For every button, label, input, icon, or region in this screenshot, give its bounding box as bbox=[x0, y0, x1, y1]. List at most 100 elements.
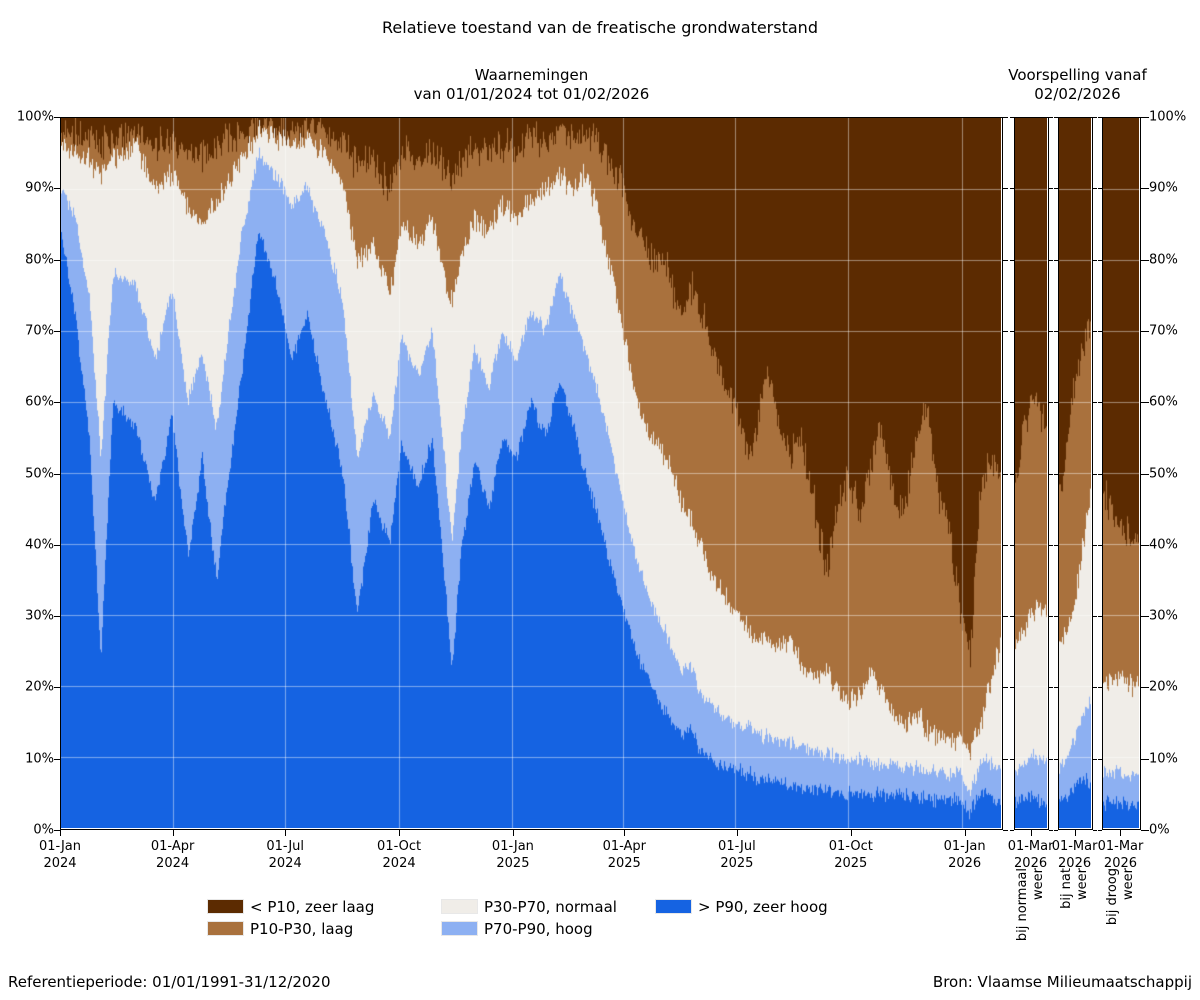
tick-mark bbox=[1141, 829, 1149, 831]
legend-swatch-normaal bbox=[441, 899, 478, 914]
x-tick-line1: 01-Apr bbox=[602, 839, 646, 854]
y-tick-label-right: 30% bbox=[1149, 608, 1178, 624]
tick-mark bbox=[1003, 187, 1008, 189]
tick-mark bbox=[1049, 829, 1053, 831]
tick-mark bbox=[1093, 259, 1097, 261]
tick-mark bbox=[1074, 830, 1076, 836]
tick-mark bbox=[1141, 116, 1149, 118]
y-tick-label-right: 0% bbox=[1149, 822, 1170, 838]
tick-mark bbox=[1003, 473, 1008, 475]
tick-mark bbox=[1049, 330, 1053, 332]
tick-mark bbox=[1141, 473, 1149, 475]
tick-mark bbox=[1054, 829, 1058, 831]
tick-mark bbox=[1049, 116, 1053, 118]
x-tick-line2: 2024 bbox=[268, 856, 302, 871]
tick-mark bbox=[1093, 544, 1097, 546]
tick-mark bbox=[1054, 259, 1058, 261]
tick-mark bbox=[1093, 401, 1097, 403]
legend-label-zeer-hoog: > P90, zeer hoog bbox=[698, 898, 828, 916]
page-title: Relatieve toestand van de freatische gro… bbox=[382, 18, 818, 37]
legend-label-zeer-laag: < P10, zeer laag bbox=[250, 898, 375, 916]
forecast-panel-title: Voorspelling vanaf 02/02/2026 bbox=[1005, 66, 1150, 104]
x-tick-line1: 01-Mar bbox=[1007, 839, 1054, 854]
x-tick-line2: 2026 bbox=[1058, 856, 1092, 871]
tick-mark bbox=[172, 830, 174, 836]
y-tick-label-left: 90% bbox=[25, 180, 54, 196]
tick-mark bbox=[54, 686, 60, 688]
x-tick-line1: 01-Jul bbox=[718, 839, 756, 854]
tick-mark bbox=[1054, 615, 1058, 617]
reference-period-note: Referentieperiode: 01/01/1991-31/12/2020 bbox=[8, 973, 331, 991]
tick-mark bbox=[1119, 830, 1121, 836]
tick-mark bbox=[1049, 686, 1053, 688]
observations-title-line2: van 01/01/2024 tot 01/02/2026 bbox=[413, 85, 650, 103]
tick-mark bbox=[1141, 330, 1149, 332]
tick-mark bbox=[1093, 615, 1097, 617]
observations-panel-title: Waarnemingen van 01/01/2024 tot 01/02/20… bbox=[60, 66, 1003, 104]
tick-mark bbox=[1010, 259, 1014, 261]
tick-mark bbox=[1049, 401, 1053, 403]
source-note: Bron: Vlaamse Milieumaatschappij bbox=[932, 973, 1192, 991]
x-tick-line2: 2024 bbox=[43, 856, 77, 871]
tick-mark bbox=[54, 473, 60, 475]
tick-mark bbox=[1010, 829, 1014, 831]
x-tick-line2: 2024 bbox=[382, 856, 416, 871]
tick-mark bbox=[59, 830, 61, 836]
tick-mark bbox=[1098, 116, 1102, 118]
tick-mark bbox=[54, 829, 60, 831]
x-tick-label: 01-Mar 2026 bbox=[1052, 838, 1098, 872]
x-tick-label: 01-Jan 2026 bbox=[944, 838, 986, 872]
tick-mark bbox=[1003, 401, 1008, 403]
y-tick-label-left: 60% bbox=[25, 394, 54, 410]
tick-mark bbox=[284, 830, 286, 836]
tick-mark bbox=[1054, 473, 1058, 475]
x-tick-label: 01-Apr 2024 bbox=[151, 838, 194, 872]
tick-mark bbox=[1010, 473, 1014, 475]
tick-mark bbox=[1141, 758, 1149, 760]
x-tick-label: 01-Jan 2024 bbox=[39, 838, 81, 872]
x-tick-line2: 2024 bbox=[156, 856, 190, 871]
tick-mark bbox=[1054, 187, 1058, 189]
y-tick-label-left: 30% bbox=[25, 608, 54, 624]
tick-mark bbox=[1003, 758, 1008, 760]
x-tick-line1: 01-Jul bbox=[266, 839, 305, 854]
forecast-chart-droog bbox=[1102, 117, 1141, 830]
tick-mark bbox=[1054, 330, 1058, 332]
x-tick-line1: 01-Jan bbox=[491, 839, 534, 854]
y-tick-label-right: 40% bbox=[1149, 537, 1178, 553]
tick-mark bbox=[1098, 758, 1102, 760]
x-tick-line2: 2025 bbox=[834, 856, 868, 871]
y-tick-label-right: 20% bbox=[1149, 679, 1178, 695]
tick-mark bbox=[1093, 473, 1097, 475]
tick-mark bbox=[1003, 686, 1008, 688]
tick-mark bbox=[1098, 330, 1102, 332]
tick-mark bbox=[1003, 615, 1008, 617]
tick-mark bbox=[1093, 758, 1097, 760]
tick-mark bbox=[1054, 544, 1058, 546]
legend-swatch-hoog bbox=[441, 921, 478, 936]
tick-mark bbox=[1010, 187, 1014, 189]
y-tick-label-left: 20% bbox=[25, 679, 54, 695]
x-tick-line1: 01-Oct bbox=[828, 839, 873, 854]
stacked-area-canvas bbox=[61, 118, 1001, 828]
x-tick-line1: 01-Jan bbox=[39, 839, 81, 854]
stacked-area-canvas bbox=[1103, 118, 1139, 828]
legend-swatch-zeer-hoog bbox=[655, 899, 692, 914]
stacked-area-canvas bbox=[1059, 118, 1091, 828]
x-tick-line2: 2026 bbox=[1014, 856, 1048, 871]
tick-mark bbox=[1141, 615, 1149, 617]
tick-mark bbox=[54, 187, 60, 189]
x-tick-line2: 2026 bbox=[948, 856, 982, 871]
tick-mark bbox=[964, 830, 966, 836]
tick-mark bbox=[1141, 187, 1149, 189]
legend-swatch-laag bbox=[207, 921, 244, 936]
x-tick-label: 01-Mar 2026 bbox=[1098, 838, 1144, 872]
x-tick-line1: 01-Mar bbox=[1097, 839, 1144, 854]
x-tick-line1: 01-Apr bbox=[150, 839, 195, 854]
tick-mark bbox=[54, 544, 60, 546]
tick-mark bbox=[1141, 544, 1149, 546]
y-tick-label-right: 80% bbox=[1149, 252, 1178, 268]
tick-mark bbox=[1010, 401, 1014, 403]
